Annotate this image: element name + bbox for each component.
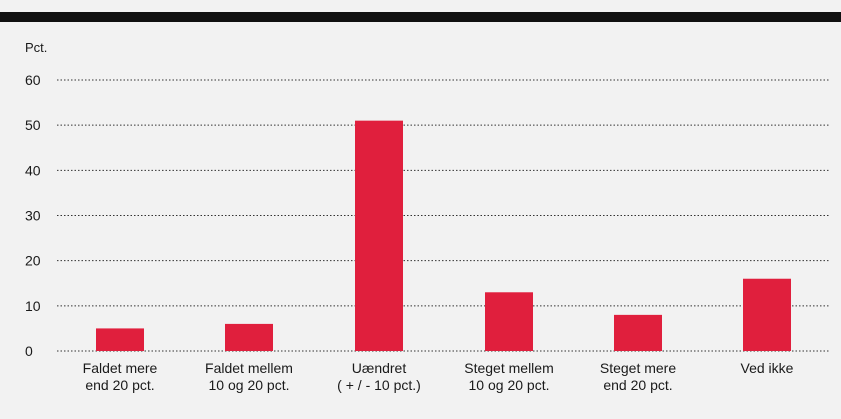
x-category-label: Steget mellem 10 og 20 pct.	[464, 360, 553, 393]
y-tick-label: 60	[25, 72, 41, 88]
x-category-label: Steget mere end 20 pct.	[600, 360, 676, 393]
chart-panel	[0, 22, 841, 419]
bar-1	[225, 323, 273, 351]
header-bar	[0, 12, 841, 22]
y-tick-label: 10	[25, 298, 41, 314]
y-tick-label: 50	[25, 117, 41, 133]
x-category-label: Uændret( + / - 10 pct.)	[337, 360, 421, 393]
bar-0	[96, 328, 144, 351]
x-category-labels: Faldet mere end 20 pct. Faldet mellem 10 og…	[83, 360, 794, 393]
x-category-label: Faldet mere end 20 pct.	[83, 360, 158, 393]
x-category-label: Faldet mellem 10 og 20 pct.	[205, 360, 293, 393]
y-tick-labels: 0 10 20 30 40 50 60	[25, 72, 41, 359]
bars	[96, 120, 791, 352]
y-tick-label: 40	[25, 162, 41, 178]
y-tick-label: 20	[25, 253, 41, 269]
bar-4	[614, 314, 662, 351]
gridlines	[57, 79, 830, 352]
y-tick-label: 30	[25, 208, 41, 224]
bar-2	[355, 120, 403, 352]
y-tick-label: 0	[25, 343, 33, 359]
bar-3	[485, 292, 533, 351]
y-axis-unit-label: Pct.	[25, 40, 47, 55]
x-category-label: Ved ikke	[741, 360, 794, 376]
bar-5	[743, 278, 791, 351]
